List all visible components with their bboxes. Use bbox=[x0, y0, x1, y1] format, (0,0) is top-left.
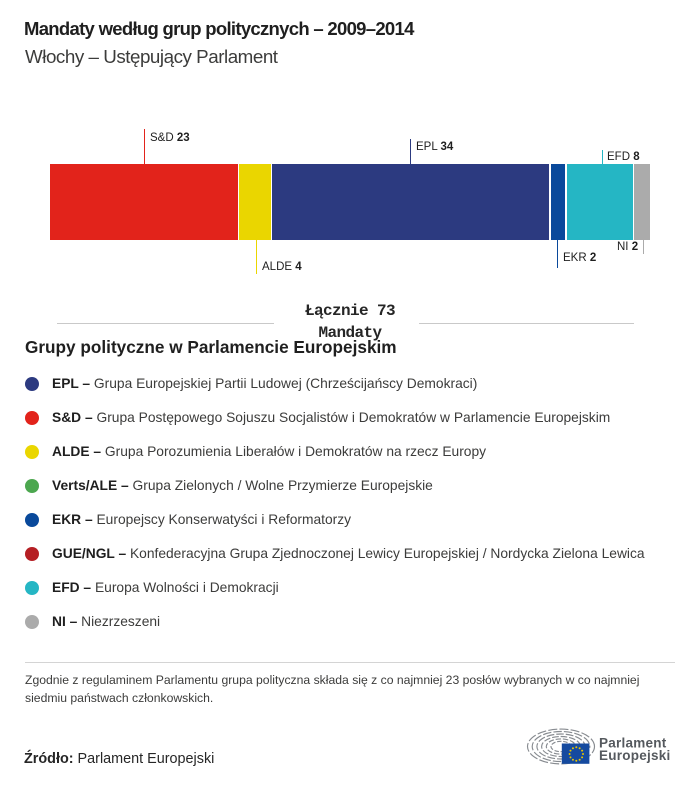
svg-text:Europejski: Europejski bbox=[599, 748, 671, 763]
svg-text:Parlament: Parlament bbox=[599, 735, 667, 750]
